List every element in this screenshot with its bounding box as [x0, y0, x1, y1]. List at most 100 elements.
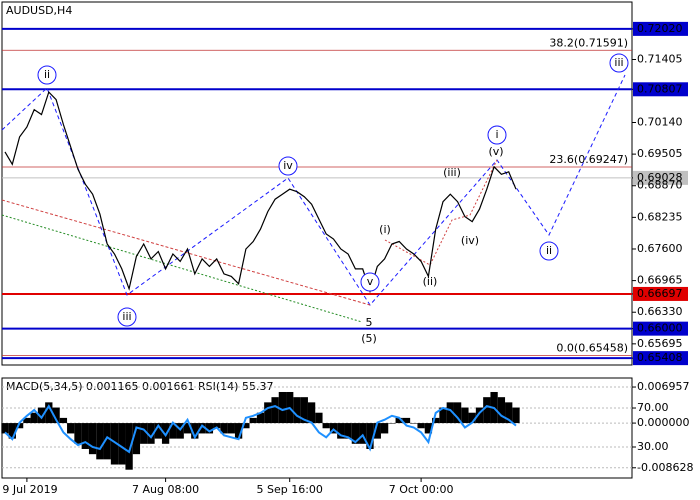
- y-tick-label: 0.000000: [637, 416, 690, 429]
- macd-bar: [183, 423, 192, 434]
- macd-bar: [198, 423, 206, 434]
- macd-bar: [432, 417, 440, 424]
- macd-bar: [475, 407, 484, 424]
- macd-bar: [402, 417, 411, 424]
- wave-circle: [609, 53, 629, 73]
- macd-bar: [169, 423, 177, 439]
- macd-bar: [322, 423, 330, 429]
- macd-bar: [461, 407, 469, 424]
- wave-circle: [117, 307, 137, 327]
- rsi-line: [4, 404, 517, 454]
- wave-label: ii: [44, 68, 50, 81]
- wave-circle: [360, 272, 380, 292]
- macd-bar: [293, 397, 301, 424]
- y-tick-highlight: [633, 21, 688, 36]
- y-tick-label: 0.66000: [637, 322, 683, 335]
- macd-bar: [15, 423, 24, 429]
- fib-label: 38.2(0.71591): [549, 36, 628, 49]
- wave-circle: [37, 65, 57, 85]
- macd-bar: [147, 423, 155, 444]
- macd-bar: [59, 417, 68, 424]
- macd-bar: [366, 423, 374, 449]
- macd-bar: [140, 423, 148, 444]
- macd-bar: [307, 402, 316, 424]
- x-tick-label: 7 Oct 00:00: [389, 483, 454, 496]
- macd-bar: [468, 412, 476, 424]
- wave-circle: [487, 125, 507, 145]
- wave-projection: [1, 74, 626, 306]
- macd-bar: [8, 423, 16, 439]
- wave-circle: [539, 241, 559, 261]
- macd-bar: [227, 423, 235, 434]
- macd-bar: [118, 423, 126, 465]
- macd-bar: [359, 423, 367, 444]
- macd-bar: [110, 423, 119, 465]
- macd-bar: [191, 423, 199, 439]
- macd-bar: [380, 423, 389, 434]
- y-tick-label: 0.68235: [637, 210, 683, 223]
- macd-bar: [373, 423, 381, 439]
- y-tick-highlight: [633, 82, 688, 97]
- wave-label: (i): [379, 223, 391, 236]
- macd-bar: [395, 417, 403, 424]
- macd-bar: [45, 402, 53, 424]
- wave-label: (iii): [443, 166, 461, 179]
- macd-bar: [424, 423, 433, 434]
- macd-bar: [1, 423, 9, 434]
- macd-bar: [103, 423, 111, 460]
- y-tick-highlight: [633, 170, 688, 185]
- wave-label: iii: [122, 310, 131, 323]
- y2-tick-label: 70.00: [637, 401, 669, 414]
- macd-bar: [242, 423, 250, 429]
- y-tick-label: 0.65408: [637, 351, 683, 364]
- macd-bar: [88, 423, 97, 455]
- y-tick-label: 0.71405: [637, 53, 683, 66]
- y-tick-highlight: [633, 351, 688, 366]
- wave-label: (5): [361, 332, 377, 345]
- macd-bar: [410, 423, 418, 424]
- macd-bar: [505, 402, 513, 424]
- macd-bar: [453, 402, 462, 424]
- macd-bar: [264, 402, 272, 424]
- y-tick-label: 0.65695: [637, 337, 683, 350]
- wave-label: iv: [283, 159, 293, 172]
- macd-bar: [351, 423, 360, 444]
- price-panel: [1, 1, 633, 366]
- wave-label: v: [367, 275, 374, 288]
- macd-bar: [337, 423, 345, 439]
- x-tick-label: 9 Jul 2019: [2, 483, 57, 496]
- y-tick-label: 0.006957: [637, 380, 690, 393]
- wave-circle: [278, 156, 298, 176]
- wave-label: (ii): [423, 275, 438, 288]
- price-line: [4, 90, 517, 294]
- macd-bar: [37, 407, 46, 424]
- wave-projection: [1, 214, 363, 323]
- macd-bar: [23, 417, 31, 424]
- wave-label: (v): [488, 145, 503, 158]
- macd-bar: [249, 417, 257, 424]
- macd-bar: [205, 423, 214, 434]
- wave-label: (iv): [461, 234, 479, 247]
- y2-tick-label: 30.00: [637, 440, 669, 453]
- y-tick-label: 0.70140: [637, 116, 683, 129]
- y-tick-label: 0.66697: [637, 287, 683, 300]
- indicator-title: MACD(5,34,5) 0.001165 0.001661 RSI(14) 5…: [6, 380, 273, 393]
- macd-bar: [67, 423, 75, 434]
- macd-bar: [74, 423, 82, 444]
- macd-bar: [417, 423, 425, 429]
- macd-bar: [213, 423, 221, 429]
- macd-bar: [388, 423, 396, 424]
- y-tick-label: 0.69028: [637, 171, 683, 184]
- y-tick-label: 0.66965: [637, 274, 683, 287]
- macd-bar: [220, 423, 228, 434]
- macd-bar: [278, 391, 287, 424]
- y-tick-label: 0.68870: [637, 179, 683, 192]
- y-tick-label: 0.70807: [637, 82, 683, 95]
- fib-label: 0.0(0.65458): [556, 342, 628, 355]
- y-tick-highlight: [633, 286, 688, 301]
- y-tick-label: 0.66330: [637, 305, 683, 318]
- y-tick-highlight: [633, 321, 688, 336]
- macd-bar: [96, 423, 104, 460]
- chart-title: AUDUSD,H4: [6, 4, 72, 17]
